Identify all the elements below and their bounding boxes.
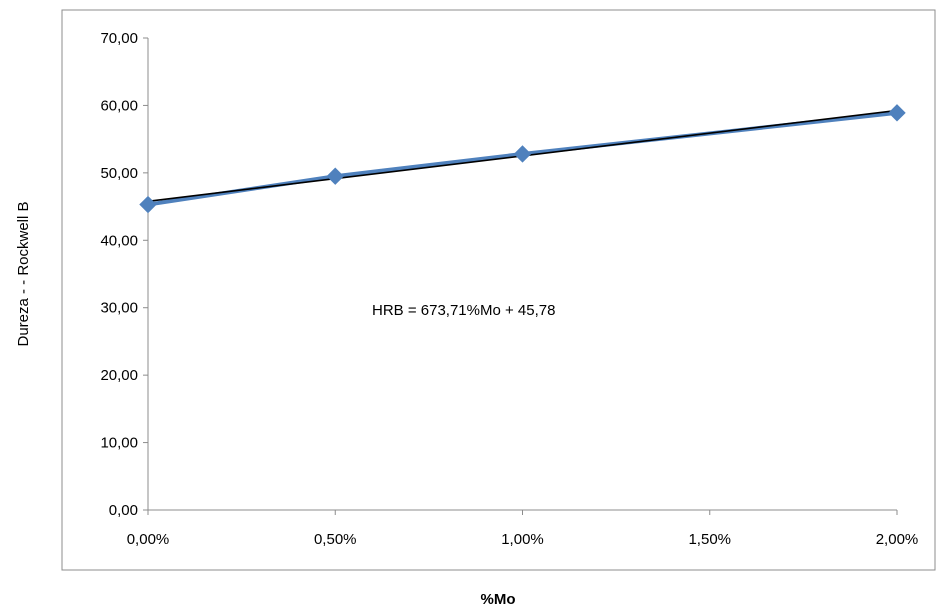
data-point-marker bbox=[139, 195, 157, 214]
y-tick-label: 60,00 bbox=[100, 97, 138, 114]
y-ticks: 0,00 10,00 20,00 30,00 40,00 50,00 60,00 70,00 bbox=[100, 30, 148, 519]
y-tick-label: 0,00 bbox=[109, 502, 138, 519]
x-tick-label: 0,50% bbox=[314, 531, 357, 548]
y-tick-label: 10,00 bbox=[100, 435, 138, 452]
x-axis-title: %Mo bbox=[481, 591, 516, 607]
y-axis-title: Dureza - - Rockwell B bbox=[15, 201, 32, 346]
data-point-marker bbox=[513, 145, 532, 163]
x-tick-label: 2,00% bbox=[876, 531, 919, 548]
x-tick-label: 1,00% bbox=[501, 531, 544, 548]
y-tick-label: 30,00 bbox=[100, 300, 138, 317]
y-tick-label: 40,00 bbox=[100, 232, 138, 249]
data-point-marker bbox=[888, 104, 906, 122]
plot-frame bbox=[61, 9, 936, 571]
annotation-text: HRB = 673,71%Mo + 45,78 bbox=[372, 302, 555, 319]
data-point-marker bbox=[326, 167, 344, 185]
y-tick-label: 50,00 bbox=[100, 165, 138, 182]
y-tick-label: 20,00 bbox=[100, 367, 138, 384]
x-tick-label: 1,50% bbox=[688, 531, 731, 548]
y-tick-label: 70,00 bbox=[100, 30, 138, 47]
marker-layer bbox=[139, 104, 906, 214]
x-tick-label: 0,00% bbox=[127, 531, 170, 548]
x-ticks: 0,00% 0,50% 1,00% 1,50% 2,00% bbox=[127, 510, 919, 548]
